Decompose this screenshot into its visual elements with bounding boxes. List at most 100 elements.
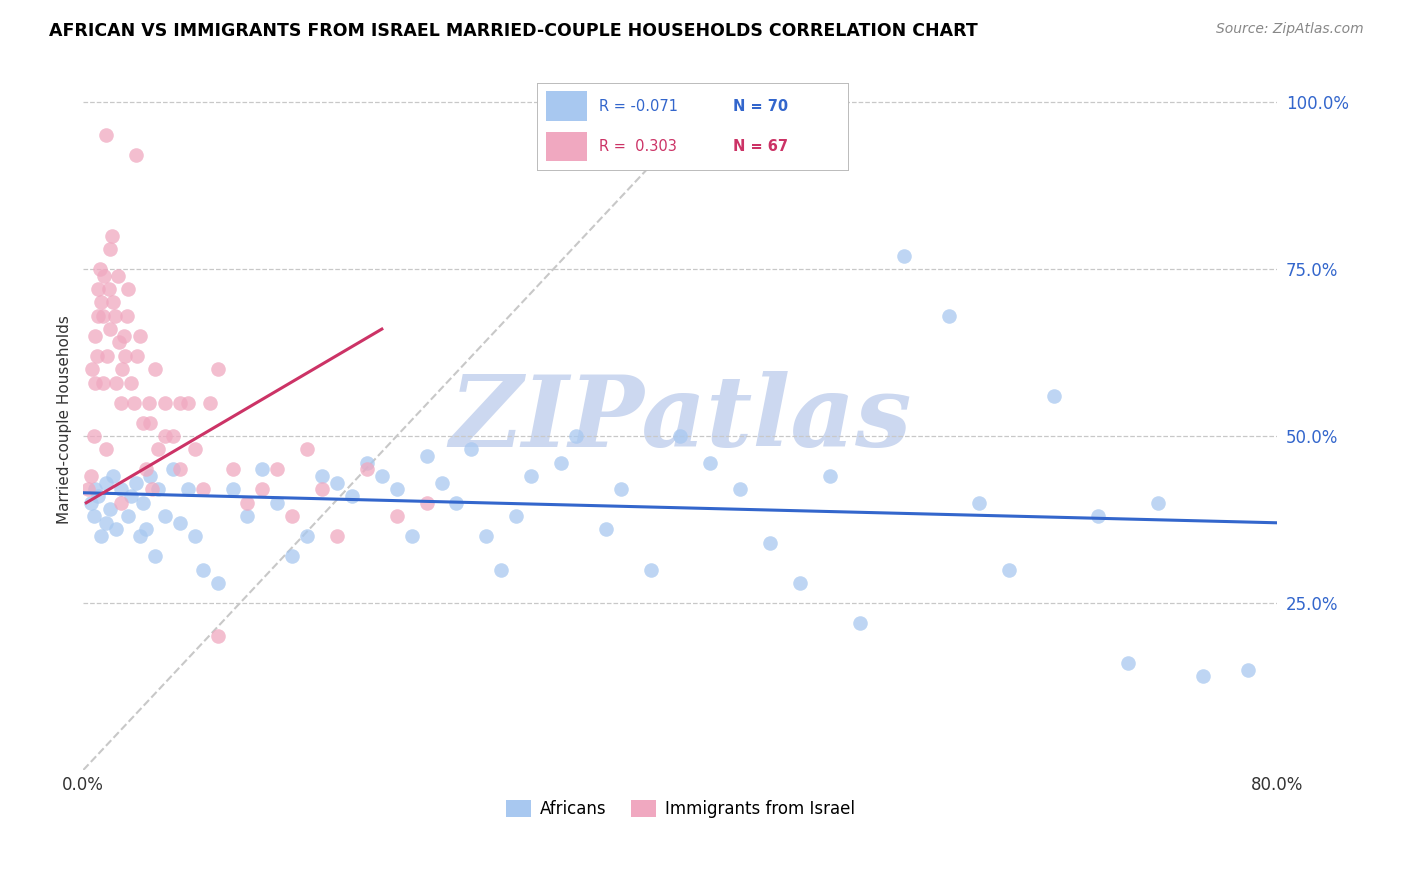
Text: ZIPatlas: ZIPatlas — [449, 371, 911, 467]
Point — [505, 509, 527, 524]
Point — [135, 462, 157, 476]
Point — [207, 629, 229, 643]
Point — [266, 496, 288, 510]
Point — [550, 456, 572, 470]
Point — [138, 395, 160, 409]
Point — [80, 469, 103, 483]
Point — [1192, 669, 1215, 683]
Point — [385, 483, 408, 497]
Point — [207, 576, 229, 591]
Text: Source: ZipAtlas.com: Source: ZipAtlas.com — [1216, 22, 1364, 37]
Point — [162, 429, 184, 443]
Point — [101, 469, 124, 483]
Point — [132, 416, 155, 430]
Point — [184, 529, 207, 543]
Point — [595, 523, 617, 537]
Point — [94, 475, 117, 490]
Point — [1147, 496, 1170, 510]
Point — [117, 282, 139, 296]
Point — [938, 309, 960, 323]
Point — [162, 462, 184, 476]
Point — [84, 483, 107, 497]
Point — [669, 429, 692, 443]
Point — [89, 262, 111, 277]
Point — [132, 496, 155, 510]
Text: AFRICAN VS IMMIGRANTS FROM ISRAEL MARRIED-COUPLE HOUSEHOLDS CORRELATION CHART: AFRICAN VS IMMIGRANTS FROM ISRAEL MARRIE… — [49, 22, 979, 40]
Point — [311, 469, 333, 483]
Point — [105, 523, 128, 537]
Point — [124, 475, 146, 490]
Point — [120, 376, 142, 390]
Point — [198, 395, 221, 409]
Point — [125, 349, 148, 363]
Point — [90, 295, 112, 310]
Point — [139, 469, 162, 483]
Point — [141, 483, 163, 497]
Point — [401, 529, 423, 543]
Point — [169, 462, 191, 476]
Point — [84, 328, 107, 343]
Point — [295, 529, 318, 543]
Point — [97, 282, 120, 296]
Point — [281, 509, 304, 524]
Point — [86, 349, 108, 363]
Point — [111, 362, 134, 376]
Point — [207, 362, 229, 376]
Point — [371, 469, 394, 483]
Point — [94, 128, 117, 143]
Point — [80, 496, 103, 510]
Point — [177, 395, 200, 409]
Point — [98, 242, 121, 256]
Point — [101, 295, 124, 310]
Point — [93, 268, 115, 283]
Point — [848, 615, 870, 630]
Point — [83, 429, 105, 443]
Point — [90, 529, 112, 543]
Point — [135, 523, 157, 537]
Point — [184, 442, 207, 457]
Point — [446, 496, 468, 510]
Point — [967, 496, 990, 510]
Point — [117, 509, 139, 524]
Point — [104, 309, 127, 323]
Point — [83, 509, 105, 524]
Point — [326, 529, 349, 543]
Point — [728, 483, 751, 497]
Point — [252, 483, 274, 497]
Point — [94, 516, 117, 530]
Point — [108, 335, 131, 350]
Point — [191, 483, 214, 497]
Point — [114, 349, 136, 363]
Point — [110, 395, 132, 409]
Point — [110, 496, 132, 510]
Point — [146, 483, 169, 497]
Point — [96, 349, 118, 363]
Point — [120, 489, 142, 503]
Point — [191, 563, 214, 577]
Point — [491, 563, 513, 577]
Point — [76, 483, 98, 497]
Point — [155, 395, 177, 409]
Point — [1087, 509, 1109, 524]
Point — [91, 309, 114, 323]
Point — [356, 456, 378, 470]
Point — [1116, 656, 1139, 670]
Point — [385, 509, 408, 524]
Point — [155, 509, 177, 524]
Point — [143, 362, 166, 376]
Point — [100, 228, 122, 243]
Point — [82, 362, 104, 376]
Point — [105, 376, 128, 390]
Point — [475, 529, 498, 543]
Point — [122, 395, 145, 409]
Point — [415, 449, 437, 463]
Legend: Africans, Immigrants from Israel: Africans, Immigrants from Israel — [499, 793, 862, 825]
Point — [295, 442, 318, 457]
Point — [169, 395, 191, 409]
Point — [997, 563, 1019, 577]
Point — [326, 475, 349, 490]
Point — [139, 416, 162, 430]
Point — [146, 442, 169, 457]
Point — [143, 549, 166, 564]
Point — [129, 529, 152, 543]
